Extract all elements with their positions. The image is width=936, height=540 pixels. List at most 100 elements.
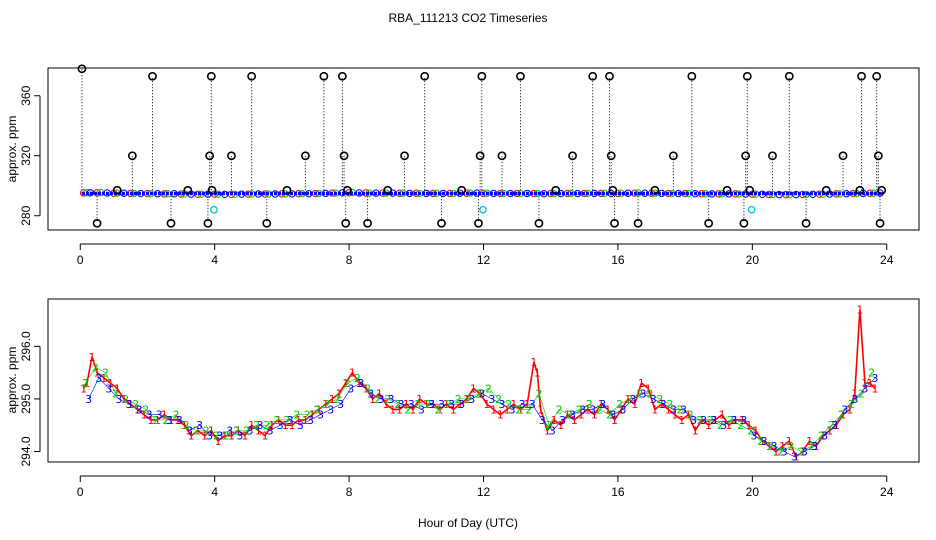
top-outlier-point: [282, 185, 292, 195]
bottom-series-1-marker: 1: [248, 419, 255, 432]
top-outlier-point: [821, 185, 831, 195]
top-x-tick-label: 12: [477, 253, 491, 267]
bottom-series-2-marker: 2: [646, 388, 653, 401]
top-outlier-point: [872, 71, 882, 81]
bottom-series-1-marker: 1: [725, 419, 732, 432]
top-outlier-point: [247, 71, 257, 81]
bottom-series-1-marker: 1: [470, 382, 477, 395]
bottom-series-3-marker: 3: [781, 445, 788, 458]
bottom-series-3-marker: 3: [801, 445, 808, 458]
bottom-series-1-marker: 1: [631, 398, 638, 411]
bottom-series-3-marker: 3: [630, 393, 637, 406]
bottom-series-1-marker: 1: [141, 409, 148, 422]
bottom-series-3-marker: 3: [367, 388, 374, 401]
bottom-series-1-marker: 1: [83, 377, 90, 390]
bottom-series-2-marker: 2: [767, 440, 774, 453]
bottom-series-1-marker: 1: [672, 409, 679, 422]
bottom-series-3-marker: 3: [599, 398, 606, 411]
top-outlier-point: [205, 151, 215, 161]
bottom-series-2-marker: 2: [475, 388, 482, 401]
bottom-series-2-marker: 2: [606, 409, 613, 422]
bottom-series-3-line: [88, 377, 876, 458]
bottom-series-2-marker: 2: [697, 414, 704, 427]
bottom-series-2-marker: 2: [142, 403, 149, 416]
top-outlier-point: [875, 218, 885, 228]
bottom-series-1-marker: 1: [336, 388, 343, 401]
bottom-series-3-marker: 3: [186, 424, 193, 437]
bottom-series-3-marker: 3: [176, 414, 183, 427]
bottom-series-3-marker: 3: [761, 435, 768, 448]
top-outlier-point: [77, 64, 87, 74]
bottom-series-2-marker: 2: [838, 409, 845, 422]
top-x-tick-label: 0: [77, 253, 84, 267]
bottom-series-3-marker: 3: [539, 414, 546, 427]
bottom-series-3-marker: 3: [680, 403, 687, 416]
bottom-series-3-marker: 3: [277, 419, 284, 432]
bottom-series-1-marker: 1: [732, 414, 739, 427]
bottom-series-2-marker: 2: [314, 403, 321, 416]
bottom-series-2-marker: 2: [737, 419, 744, 432]
bottom-series-3-marker: 3: [831, 419, 838, 432]
bottom-series-3-marker: 3: [619, 403, 626, 416]
bottom-series-2-marker: 2: [636, 388, 643, 401]
top-outlier-point: [339, 151, 349, 161]
bottom-series-1-marker: 1: [698, 414, 705, 427]
bottom-series-1-marker: 1: [871, 382, 878, 395]
bottom-series-2-marker: 2: [122, 393, 129, 406]
bottom-series-1-marker: 1: [161, 409, 168, 422]
bottom-series-2-marker: 2: [283, 414, 290, 427]
bottom-series-1-marker: 1: [618, 403, 625, 416]
bottom-series-2-marker: 2: [626, 393, 633, 406]
bottom-series-1-marker: 1: [329, 393, 336, 406]
top-outlier-point: [341, 218, 351, 228]
bottom-series-3-marker: 3: [347, 382, 354, 395]
bottom-series-1-marker: 1: [450, 403, 457, 416]
bottom-series-3-marker: 3: [398, 398, 405, 411]
bottom-x-tick-label: 24: [880, 485, 894, 499]
bottom-series-2-marker: 2: [777, 445, 784, 458]
top-outlier-point: [801, 218, 811, 228]
top-y-tick-label: 320: [19, 145, 33, 165]
bottom-series-3-marker: 3: [408, 398, 415, 411]
top-outlier-point: [227, 151, 236, 161]
top-flagged-point: [478, 205, 487, 214]
bottom-series-3-marker: 3: [579, 403, 586, 416]
bottom-series-3-marker: 3: [751, 430, 758, 443]
bottom-series-1-marker: 1: [396, 403, 403, 416]
bottom-series-2-marker: 2: [384, 393, 391, 406]
bottom-series-1-marker: 1: [114, 382, 121, 395]
bottom-series-1-marker: 1: [779, 440, 786, 453]
bottom-series-1-marker: 1: [577, 409, 584, 422]
bottom-series-1-marker: 1: [752, 424, 759, 437]
bottom-series-3-marker: 3: [821, 430, 828, 443]
top-outlier-point: [206, 71, 216, 81]
top-outlier-point: [633, 218, 643, 228]
top-outlier-point: [457, 185, 467, 195]
bottom-series-1-marker: 1: [288, 419, 295, 432]
bottom-series-1-marker: 1: [678, 414, 685, 427]
top-outlier-point: [608, 185, 618, 195]
bottom-series-1-marker: 1: [255, 424, 262, 437]
bottom-series-3-marker: 3: [115, 393, 122, 406]
bottom-series-1-marker: 1: [483, 398, 490, 411]
bottom-series-1-marker: 1: [851, 388, 858, 401]
top-outlier-point: [112, 185, 122, 195]
bottom-series-2-marker: 2: [344, 377, 351, 390]
top-panel-marks: [77, 64, 887, 228]
bottom-series-1-marker: 1: [745, 419, 752, 432]
top-outlier-point: [606, 151, 616, 161]
bottom-series-1-marker: 1: [409, 403, 416, 416]
top-outlier-point: [183, 185, 193, 195]
figure-title: RBA_111213 CO2 Timeseries: [389, 11, 548, 25]
bottom-series-1-marker: 1: [362, 382, 369, 395]
bottom-series-2-marker: 2: [324, 398, 331, 411]
bottom-series-2-marker: 2: [757, 435, 764, 448]
top-outlier-point: [855, 185, 865, 195]
bottom-series-3-marker: 3: [589, 403, 596, 416]
bottom-series-1-marker: 1: [282, 419, 289, 432]
top-panel-box: [47, 67, 920, 231]
bottom-series-2-marker: 2: [102, 367, 109, 380]
bottom-x-tick-label: 12: [477, 485, 491, 499]
bottom-series-3-marker: 3: [730, 414, 737, 427]
